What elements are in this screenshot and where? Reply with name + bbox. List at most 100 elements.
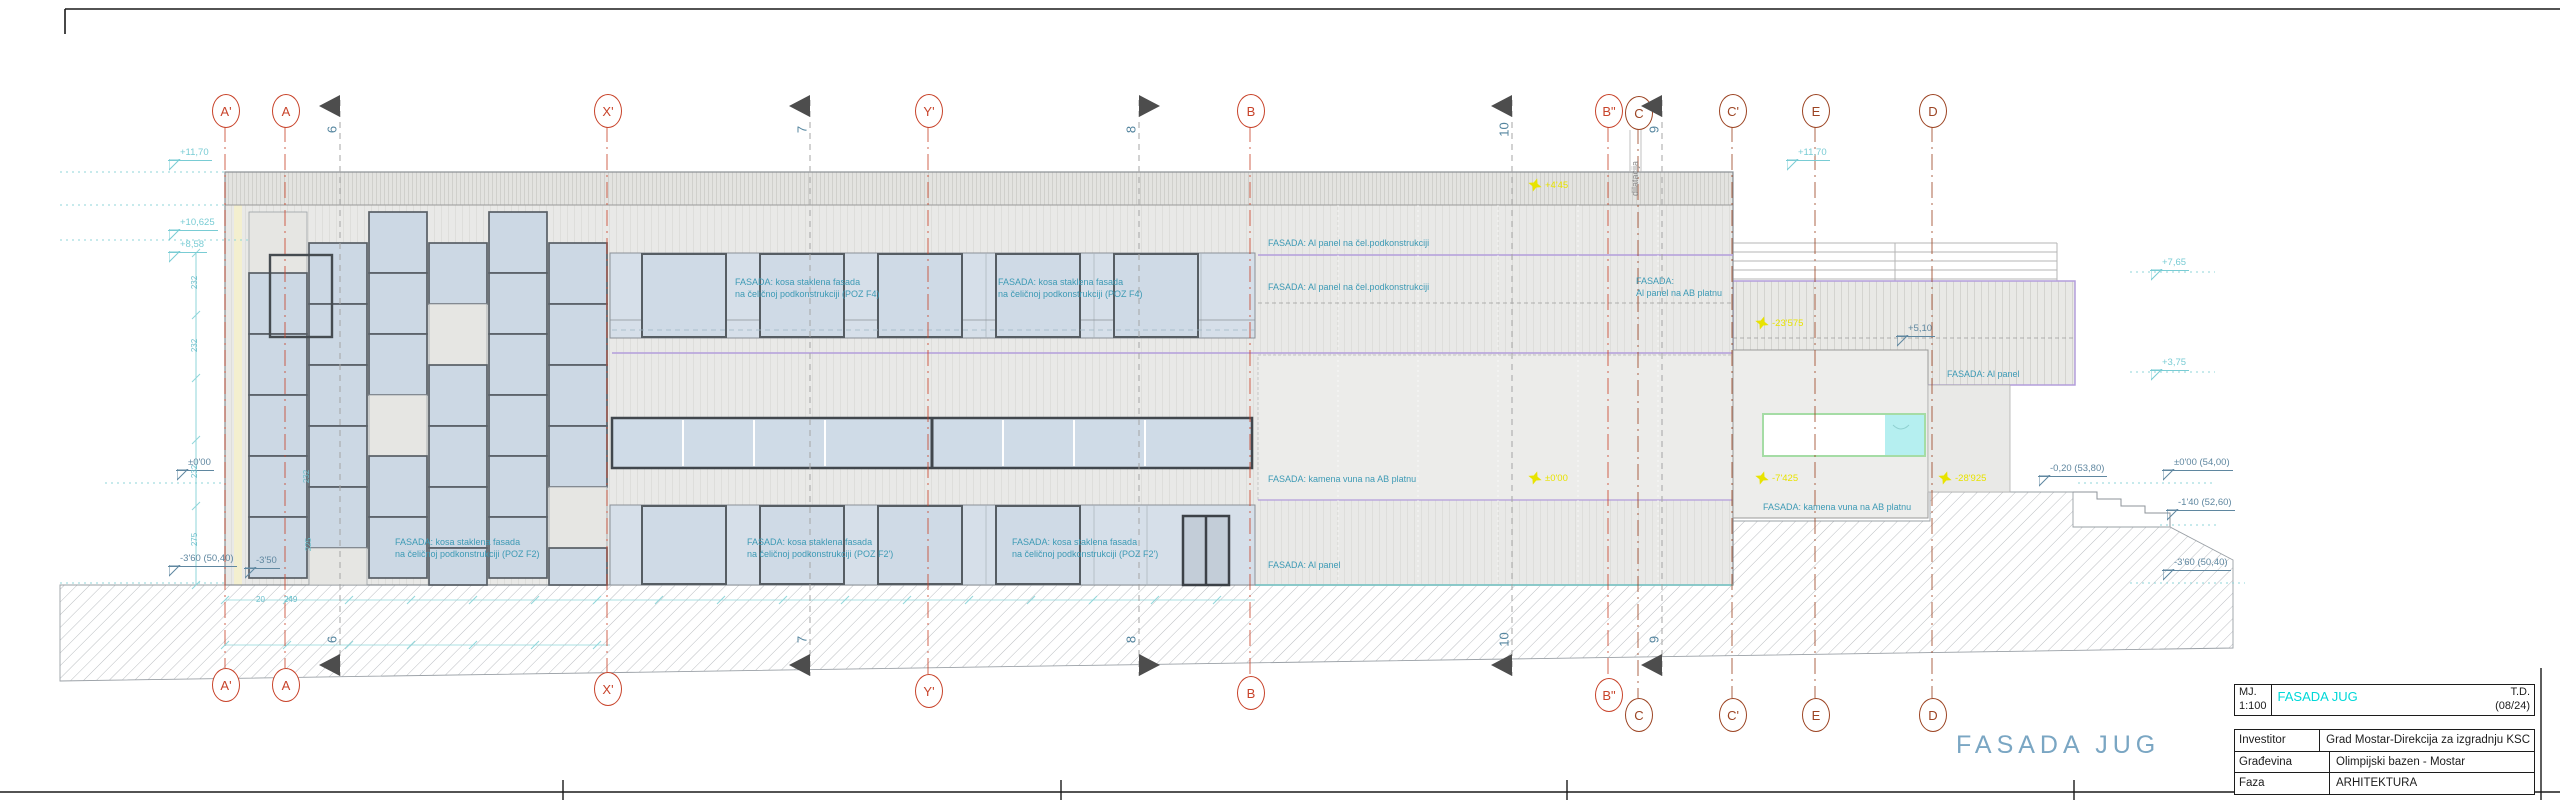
row-label: Investitor xyxy=(2235,730,2321,751)
dimension-label: 232 xyxy=(190,275,200,290)
scale-value: 1:100 xyxy=(2239,699,2267,712)
elevation-value: ±0'00 (54,00) xyxy=(2162,458,2233,471)
section-arrow-bottom xyxy=(789,654,810,676)
star-icon xyxy=(1528,178,1542,192)
yellow-mark: -23'575 xyxy=(1755,316,1803,331)
elevation-marker: -3'50 xyxy=(244,556,280,579)
grid-bubble-top: X' xyxy=(594,94,622,128)
facade-note: FASADA: kamena vuna na AB platnu xyxy=(1268,474,1417,484)
star-icon xyxy=(1938,471,1952,485)
elevation-marker: ±0'00 xyxy=(176,458,214,481)
elevation-value: +8,58 xyxy=(168,240,208,253)
ribbon-window xyxy=(610,416,1254,470)
scale-cell: MJ. 1:100 xyxy=(2235,685,2272,715)
facade-note: FASADA: kamena vuna na AB platnu xyxy=(1763,502,1912,512)
section-arrow-bottom xyxy=(1641,654,1662,676)
td-cell: T.D. (08/24) xyxy=(2491,685,2534,715)
grid-bubble-bottom: B" xyxy=(1595,678,1623,712)
section-number-top: 7 xyxy=(794,125,810,134)
section-number-top: 8 xyxy=(1123,125,1139,134)
elevation-marker: -1'40 (52,60) xyxy=(2166,498,2235,521)
dimension-label: 275 xyxy=(190,532,200,547)
row-value: ARHITEKTURA xyxy=(2336,777,2418,789)
grid-bubble-bottom: D xyxy=(1919,698,1947,732)
title-block: MJ. 1:100 FASADA JUG T.D. (08/24) Invest… xyxy=(2234,684,2535,795)
star-icon xyxy=(1755,316,1769,330)
grid-bubble-top: B" xyxy=(1595,94,1623,128)
elevation-marker: +3,75 xyxy=(2150,358,2190,381)
elevation-value: -3'50 xyxy=(244,556,280,569)
dimension-label: 232 xyxy=(190,464,200,479)
row-label: Građevina xyxy=(2235,751,2330,772)
section-number-bottom: 9 xyxy=(1646,635,1662,644)
grid-bubble-top: D xyxy=(1919,94,1947,128)
elevation-value: -3'60 (50,40) xyxy=(2162,558,2231,571)
dimension-label: 249 xyxy=(284,595,298,604)
star-icon xyxy=(1755,471,1769,485)
section-arrow-top xyxy=(789,95,810,117)
upper-glazing xyxy=(609,252,1256,339)
elevation-marker: -3'60 (50,40) xyxy=(168,554,237,577)
yellow-mark: -28'925 xyxy=(1938,471,1986,486)
elevation-flag-icon xyxy=(2151,269,2163,281)
elevation-value: +11,70 xyxy=(1786,148,1830,161)
elevation-flag-icon xyxy=(177,469,189,481)
facade-note: FASADA: kosa staklena fasada na čeličnoj… xyxy=(747,537,894,559)
elevation-marker: +5,10 xyxy=(1896,324,1936,347)
elevation-marker: +7,65 xyxy=(2150,258,2190,281)
dimension-label: 20 xyxy=(256,595,265,604)
elevation-marker: +8,58 xyxy=(168,240,208,263)
facade-note: FASADA: Al panel na AB platnu xyxy=(1636,276,1723,298)
elevation-marker: ±0'00 (54,00) xyxy=(2162,458,2233,481)
elevation-flag-icon xyxy=(2163,569,2175,581)
facade-note: FASADA: kosa staklena fasada na čeličnoj… xyxy=(998,277,1143,299)
row-value: Grad Mostar-Direkcija za izgradnju KSC xyxy=(2326,734,2530,746)
elevation-flag-icon xyxy=(169,251,181,263)
star-icon xyxy=(1528,471,1542,485)
section-arrow-bottom xyxy=(319,654,340,676)
grid-bubble-top: Y' xyxy=(915,94,943,128)
facade-note: FASADA: Al panel na čel.podkonstrukciji xyxy=(1268,238,1430,248)
elevation-flag-icon xyxy=(1787,159,1799,171)
elevation-value: +10,625 xyxy=(168,218,218,231)
facade-note: FASADA: kosa staklena fasada na čeličnoj… xyxy=(1012,537,1159,559)
dim-chain-left xyxy=(191,248,201,590)
section-arrow-top xyxy=(1491,95,1512,117)
elevation-flag-icon xyxy=(2151,369,2163,381)
annex-front-panel xyxy=(1732,349,2011,519)
elevation-flag-icon xyxy=(169,229,181,241)
dimension-label: 232 xyxy=(190,338,200,353)
section-arrow-top xyxy=(319,95,340,117)
elevation-value: +7,65 xyxy=(2150,258,2190,271)
yellow-mark-value: -23'575 xyxy=(1772,318,1804,329)
lower-glazing xyxy=(609,504,1256,587)
td-label: T.D. xyxy=(2510,686,2530,698)
elevation-flag-icon xyxy=(2163,469,2175,481)
table-row: Građevina Olimpijski bazen - Mostar xyxy=(2235,750,2534,772)
elevation-flag-icon xyxy=(1897,335,1909,347)
title-block-table: Investitor Grad Mostar-Direkcija za izgr… xyxy=(2234,729,2535,795)
section-arrow-top xyxy=(1139,95,1160,117)
yellow-mark: +4'45 xyxy=(1528,178,1568,193)
yellow-mark-value: +4'45 xyxy=(1545,180,1569,191)
section-arrow-bottom xyxy=(1139,654,1160,676)
row-label: Faza xyxy=(2235,773,2330,794)
grid-bubble-top: B xyxy=(1237,94,1265,128)
scale-label: MJ. xyxy=(2239,686,2257,698)
yellow-mark-value: -7'425 xyxy=(1772,473,1799,484)
grid-bubble-top: A xyxy=(272,94,300,128)
elevation-marker: +11,70 xyxy=(168,148,212,171)
elevation-value: -0,20 (53,80) xyxy=(2038,464,2108,477)
section-number-bottom: 8 xyxy=(1123,635,1139,644)
elevation-value: +3,75 xyxy=(2150,358,2190,371)
grid-bubble-top: C' xyxy=(1719,94,1747,128)
section-number-top: 9 xyxy=(1646,125,1662,134)
grid-bubble-bottom: A' xyxy=(212,668,240,702)
table-row: Investitor Grad Mostar-Direkcija za izgr… xyxy=(2235,730,2534,751)
facade-note: FASADA: kosa staklena fasada na čeličnoj… xyxy=(735,277,880,299)
yellow-mark: -7'425 xyxy=(1755,471,1798,486)
drawing-title: FASADA JUG xyxy=(2277,689,2358,704)
elevation-flag-icon xyxy=(2039,475,2051,487)
